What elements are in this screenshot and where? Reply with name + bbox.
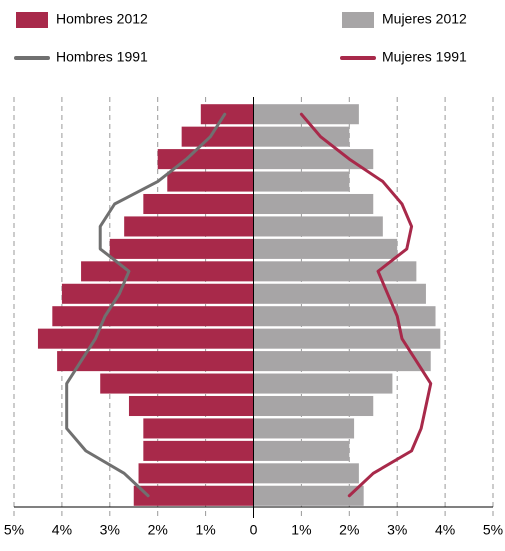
legend-label: Mujeres 1991	[382, 49, 467, 65]
x-tick-label: 5%	[483, 522, 503, 538]
x-tick-label: 2%	[339, 522, 359, 538]
x-tick-label: 5%	[4, 522, 24, 538]
bar	[253, 306, 436, 327]
bar	[253, 193, 374, 215]
bar	[253, 104, 359, 125]
bar	[253, 485, 364, 506]
bar	[253, 351, 431, 372]
bar	[167, 171, 254, 192]
x-tick-label: 1%	[291, 522, 311, 538]
bar	[143, 193, 254, 215]
legend-swatch	[342, 12, 374, 28]
bar	[253, 261, 417, 282]
bar	[138, 463, 254, 484]
legend-label: Hombres 1991	[56, 49, 148, 65]
bar	[253, 216, 383, 237]
bar	[253, 149, 374, 170]
x-tick-label: 0	[250, 522, 258, 538]
x-tick-label: 1%	[195, 522, 215, 538]
line-series	[299, 112, 433, 498]
bar	[253, 283, 426, 304]
bar	[100, 373, 254, 394]
bar	[133, 485, 254, 506]
legend-label: Hombres 2012	[56, 11, 148, 27]
bar	[37, 328, 254, 349]
line-series	[65, 112, 227, 498]
bar	[253, 463, 359, 484]
legend-swatch	[16, 12, 48, 28]
bar	[124, 216, 254, 237]
bar	[253, 126, 350, 147]
x-tick-label: 4%	[435, 522, 455, 538]
x-tick-label: 4%	[52, 522, 72, 538]
bar	[253, 373, 393, 394]
bar	[253, 171, 350, 192]
bar	[253, 238, 398, 259]
x-tick-label: 3%	[100, 522, 120, 538]
bar	[57, 351, 254, 372]
bar	[181, 126, 254, 147]
bar	[143, 418, 254, 439]
bar	[253, 440, 350, 461]
bar	[143, 440, 254, 461]
bar	[61, 283, 254, 304]
legend-label: Mujeres 2012	[382, 11, 467, 27]
bar	[157, 149, 254, 170]
bar	[81, 261, 254, 282]
bar	[128, 395, 254, 417]
bar	[200, 104, 254, 125]
bar	[52, 306, 254, 327]
x-tick-label: 3%	[387, 522, 407, 538]
bar	[253, 418, 355, 439]
bar	[253, 328, 441, 349]
x-tick-label: 2%	[148, 522, 168, 538]
bar	[253, 395, 374, 417]
bar	[109, 238, 254, 259]
